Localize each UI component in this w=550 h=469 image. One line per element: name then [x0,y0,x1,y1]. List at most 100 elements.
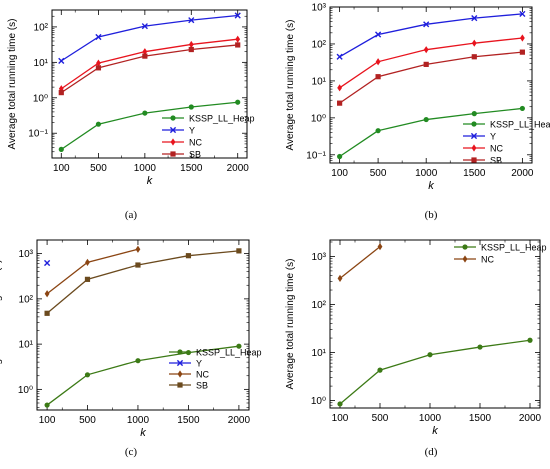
data-point [423,21,430,28]
x-axis-label: k [428,180,434,192]
series-NC [58,35,241,93]
legend: KSSP_LL_Heap NC [454,243,547,265]
legend-marker [170,115,176,121]
legend-marker [471,144,477,152]
legend-marker [177,382,183,388]
data-point [375,74,381,80]
data-point [337,153,343,160]
y-tick-label: 10¹ [19,340,34,351]
plot-frame [329,239,541,409]
x-tick-label: 2000 [227,163,250,174]
x-tick-label: 1000 [419,413,442,424]
data-point [44,290,50,298]
data-point [336,53,343,60]
legend-label: KSSP_LL_Heap [189,114,255,124]
legend-label: NC [481,255,494,265]
series-SB [44,248,242,316]
data-point [423,61,429,67]
data-point [375,31,382,38]
series-KSSP_LL_Heap [337,337,533,407]
y-tick-label: 10¹ [312,348,327,359]
data-point [337,274,343,282]
y-tick-label: 10⁰ [311,113,326,124]
x-axis-label: k [432,425,438,437]
data-point [188,17,195,24]
chart-panel-2: 10⁻¹ 10⁰ 10¹ 10² 10³ 100 500 1000 1500 2000 k Avera… [285,3,550,222]
x-axis-label: k [140,427,146,439]
plot-frame [51,9,248,159]
y-tick-label: 10² [312,39,327,50]
chart-panel-1: 10⁻¹ 10⁰ 10¹ 10² 100 500 1000 1500 2000 k Average … [7,9,255,221]
data-point [135,245,141,253]
panel-caption: (a) [125,209,138,221]
x-tick-label: 1000 [134,163,157,174]
series-Y [336,10,526,60]
series-line [60,44,238,94]
panel-caption: (c) [125,446,138,458]
series-NC [337,243,383,282]
legend-label: KSSP_LL_Heap [481,243,547,253]
legend-label: SB [196,381,208,391]
legend-marker [176,359,184,367]
legend-marker [169,126,177,134]
series-SB [58,42,241,96]
y-tick-label: 10⁰ [18,385,33,396]
data-point [95,33,102,41]
x-tick-label: 500 [90,163,107,174]
data-point [236,248,242,254]
data-point [58,146,64,152]
x-tick-label: 2000 [519,413,542,424]
x-tick-label: 100 [53,163,70,174]
data-point [84,372,91,378]
series-line [339,37,523,89]
series-line [60,14,238,62]
data-point [519,49,525,55]
series-line [46,248,139,295]
legend-label: KSSP_LL_Heap [490,120,550,130]
legend-marker [170,151,176,157]
legend-marker [177,349,183,355]
y-tick-label: 10³ [19,249,34,260]
x-axis-label: k [147,175,153,187]
legend-marker [462,255,468,263]
legend-marker [170,138,176,146]
data-point [236,343,242,349]
x-tick-label: 1000 [127,415,150,426]
series-KSSP_LL_Heap [44,343,242,408]
legend-label: Y [490,132,496,142]
y-tick-label: 10⁻¹ [28,129,48,140]
data-point [471,54,477,60]
x-tick-label: 1500 [180,163,203,174]
x-tick-label: 500 [372,413,389,424]
data-point [423,46,429,54]
legend-label: KSSP_LL_Heap [196,348,262,358]
data-point [337,401,343,407]
y-tick-label: 10⁻¹ [306,150,326,161]
series-Y [58,12,241,64]
data-point [85,258,90,266]
data-point [44,310,50,316]
data-point [527,337,533,343]
series-line [339,339,531,405]
data-point [337,84,343,92]
data-point [141,23,148,30]
panel-caption: (d) [425,446,438,458]
x-tick-label: 1500 [177,415,200,426]
y-tick-label: 10⁰ [311,396,326,407]
data-point [234,12,241,19]
data-point [84,276,91,282]
data-point [95,65,102,71]
data-point [337,100,343,106]
y-tick-label: 10² [34,22,49,33]
y-minor-ticks [330,241,540,409]
data-point [44,259,51,267]
legend-marker [470,132,478,140]
legend-label: Y [189,126,195,136]
legend: KSSP_LL_Heap Y NC SB [162,114,255,160]
data-point [95,121,102,127]
y-axis-label: Average total running time (s) [7,19,18,150]
legend-label: NC [490,144,503,154]
data-point [235,35,241,43]
series-line [60,101,238,150]
